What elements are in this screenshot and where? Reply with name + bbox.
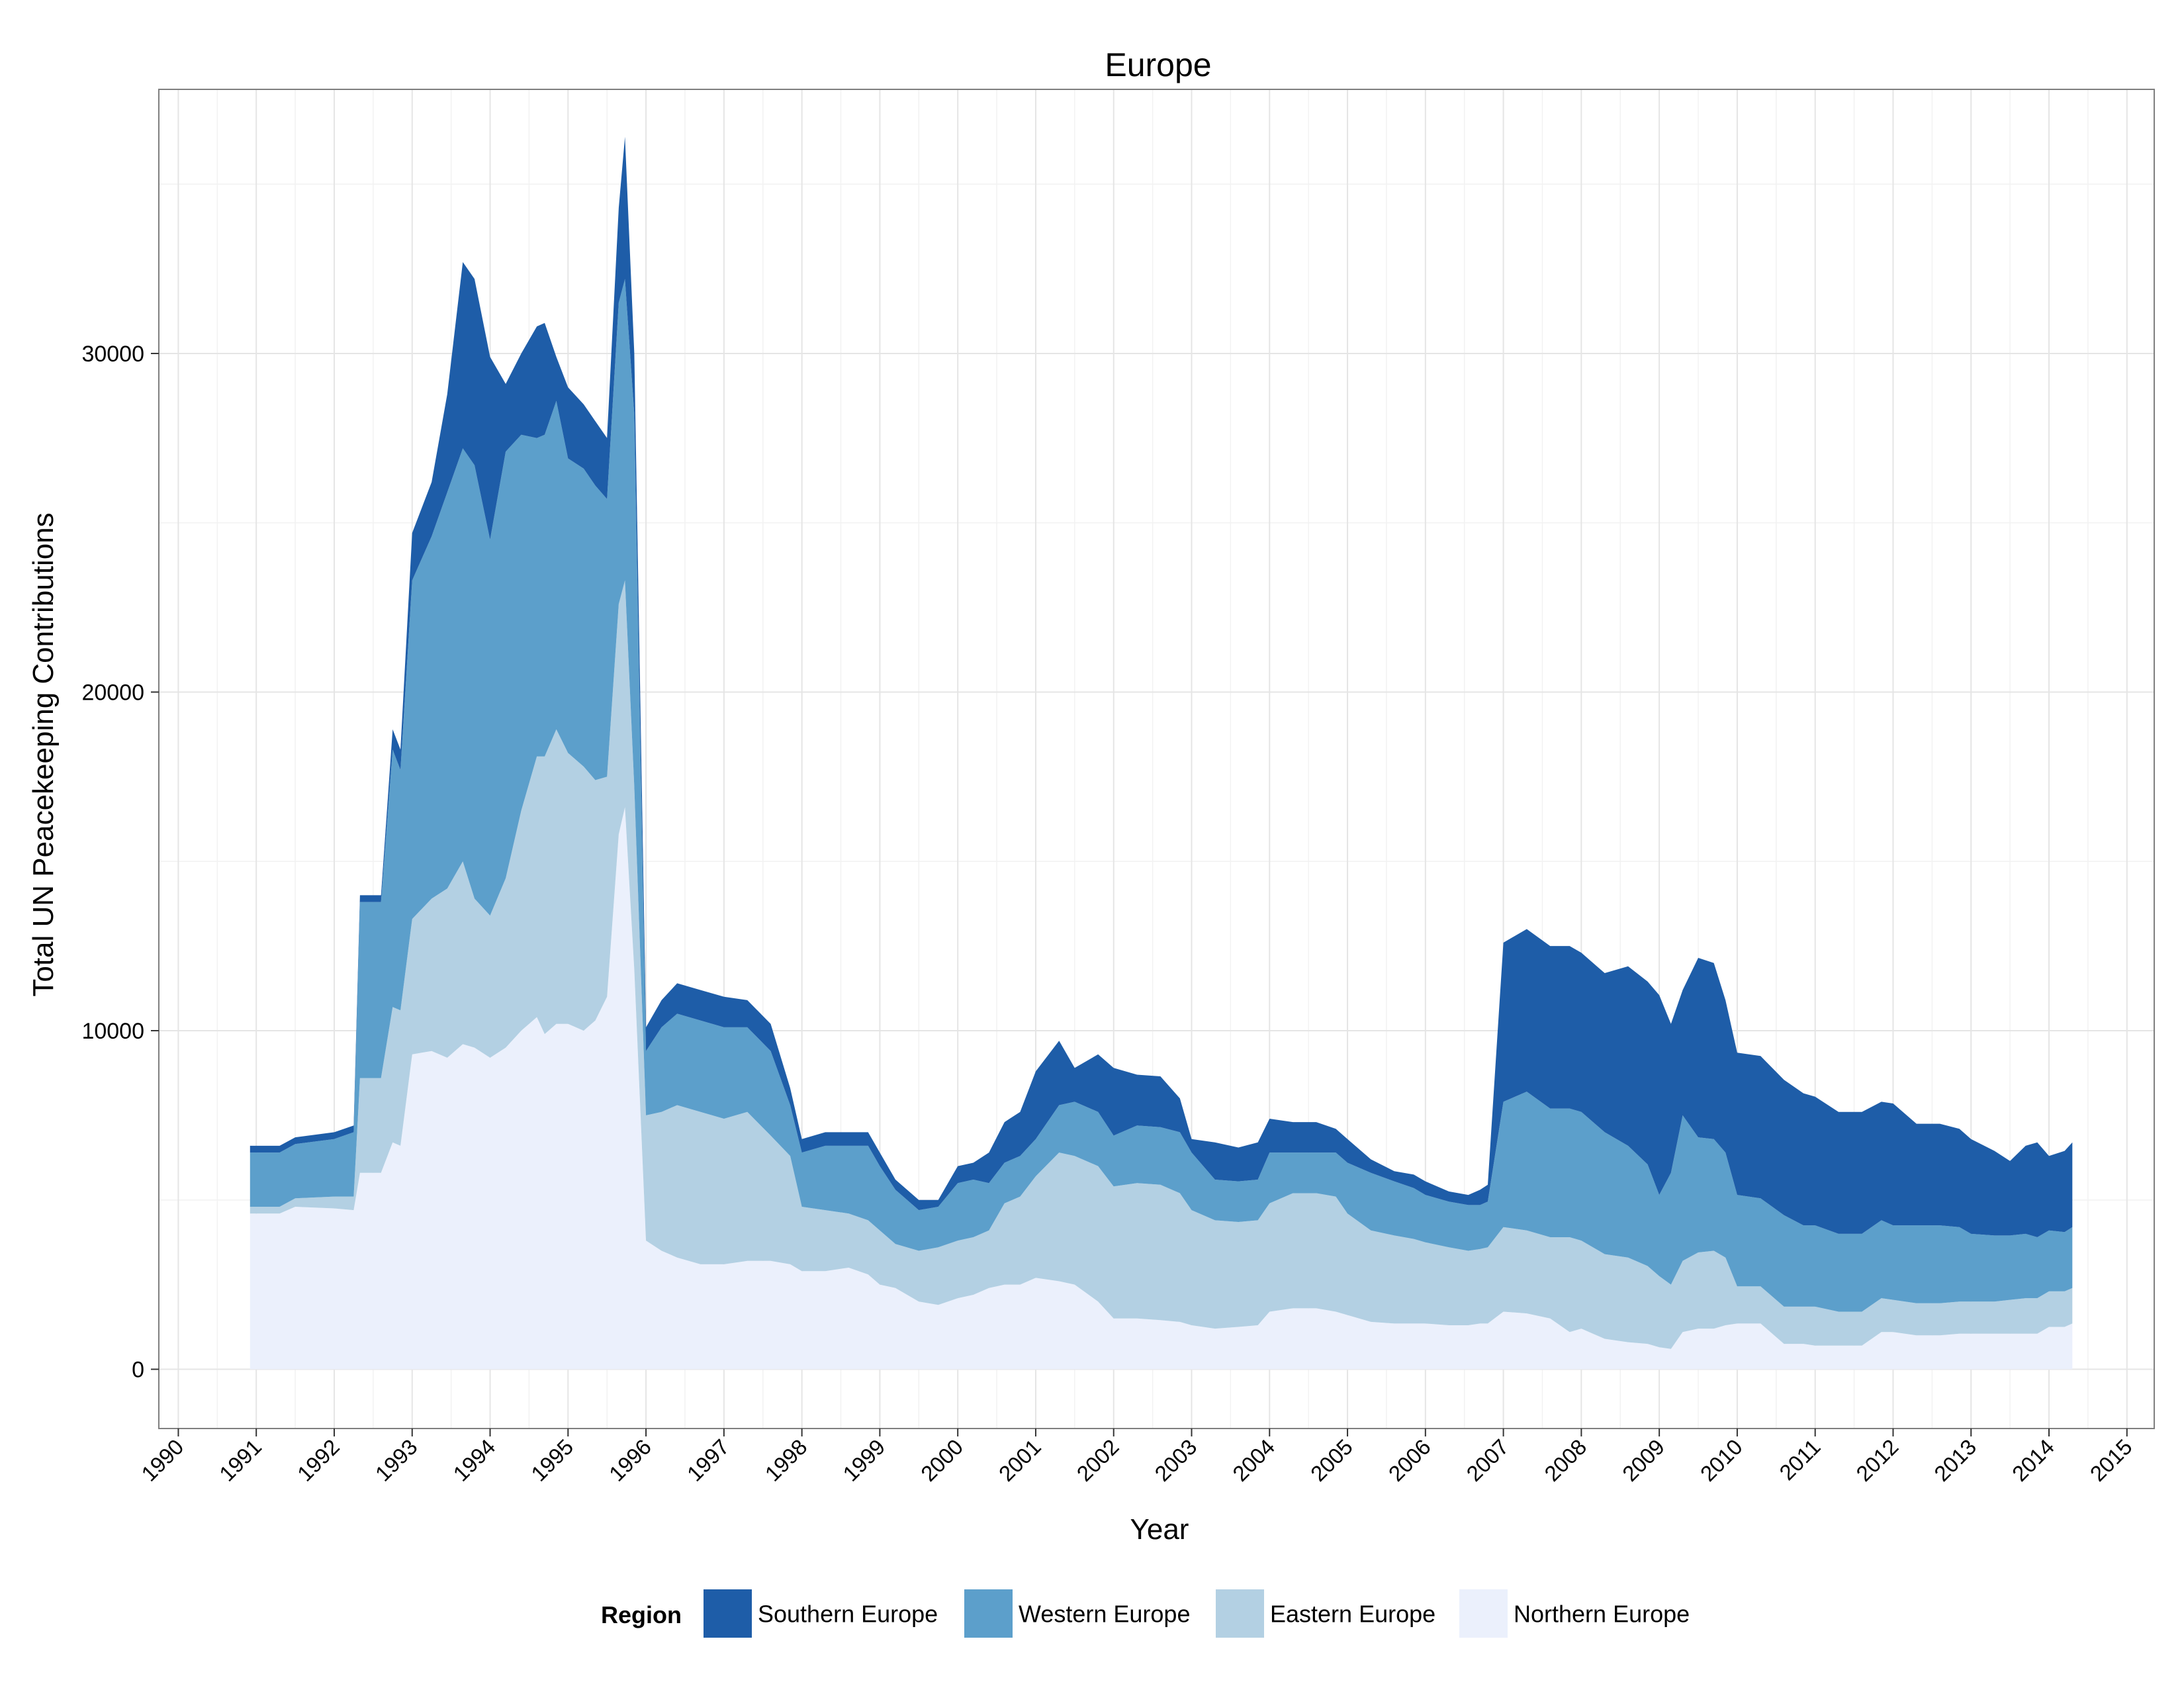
area-eastern-europe (250, 580, 2073, 1349)
area-southern-europe (250, 136, 2073, 1238)
area-layers (250, 136, 2073, 1370)
legend-label-southern-europe: Southern Europe (758, 1601, 938, 1628)
y-tick-label: 30000 (81, 342, 144, 367)
legend-label-western-europe: Western Europe (1019, 1601, 1190, 1628)
legend-key-western-europe (963, 1588, 1014, 1639)
chart-title: Europe (1105, 46, 1211, 83)
legend-label-eastern-europe: Eastern Europe (1270, 1601, 1435, 1628)
panel-border (158, 89, 2155, 1429)
legend: Region Southern Europe Western Europe East… (601, 1588, 1690, 1639)
y-tick-label: 0 (132, 1357, 144, 1382)
legend-label-northern-europe: Northern Europe (1514, 1601, 1690, 1628)
y-axis-title: Total UN Peacekeeping Contributions (27, 512, 60, 996)
y-tick-label: 10000 (81, 1019, 144, 1044)
legend-key-southern-europe (702, 1588, 753, 1639)
legend-key-northern-europe (1458, 1588, 1509, 1639)
y-axis: 0 10000 20000 30000 (81, 342, 159, 1382)
y-tick-label: 20000 (81, 680, 144, 705)
area-western-europe (250, 279, 2073, 1312)
x-axis-title: Year (1130, 1513, 1189, 1546)
area-northern-europe (250, 807, 2073, 1370)
legend-title: Region (601, 1601, 682, 1628)
legend-key-eastern-europe (1214, 1588, 1265, 1639)
